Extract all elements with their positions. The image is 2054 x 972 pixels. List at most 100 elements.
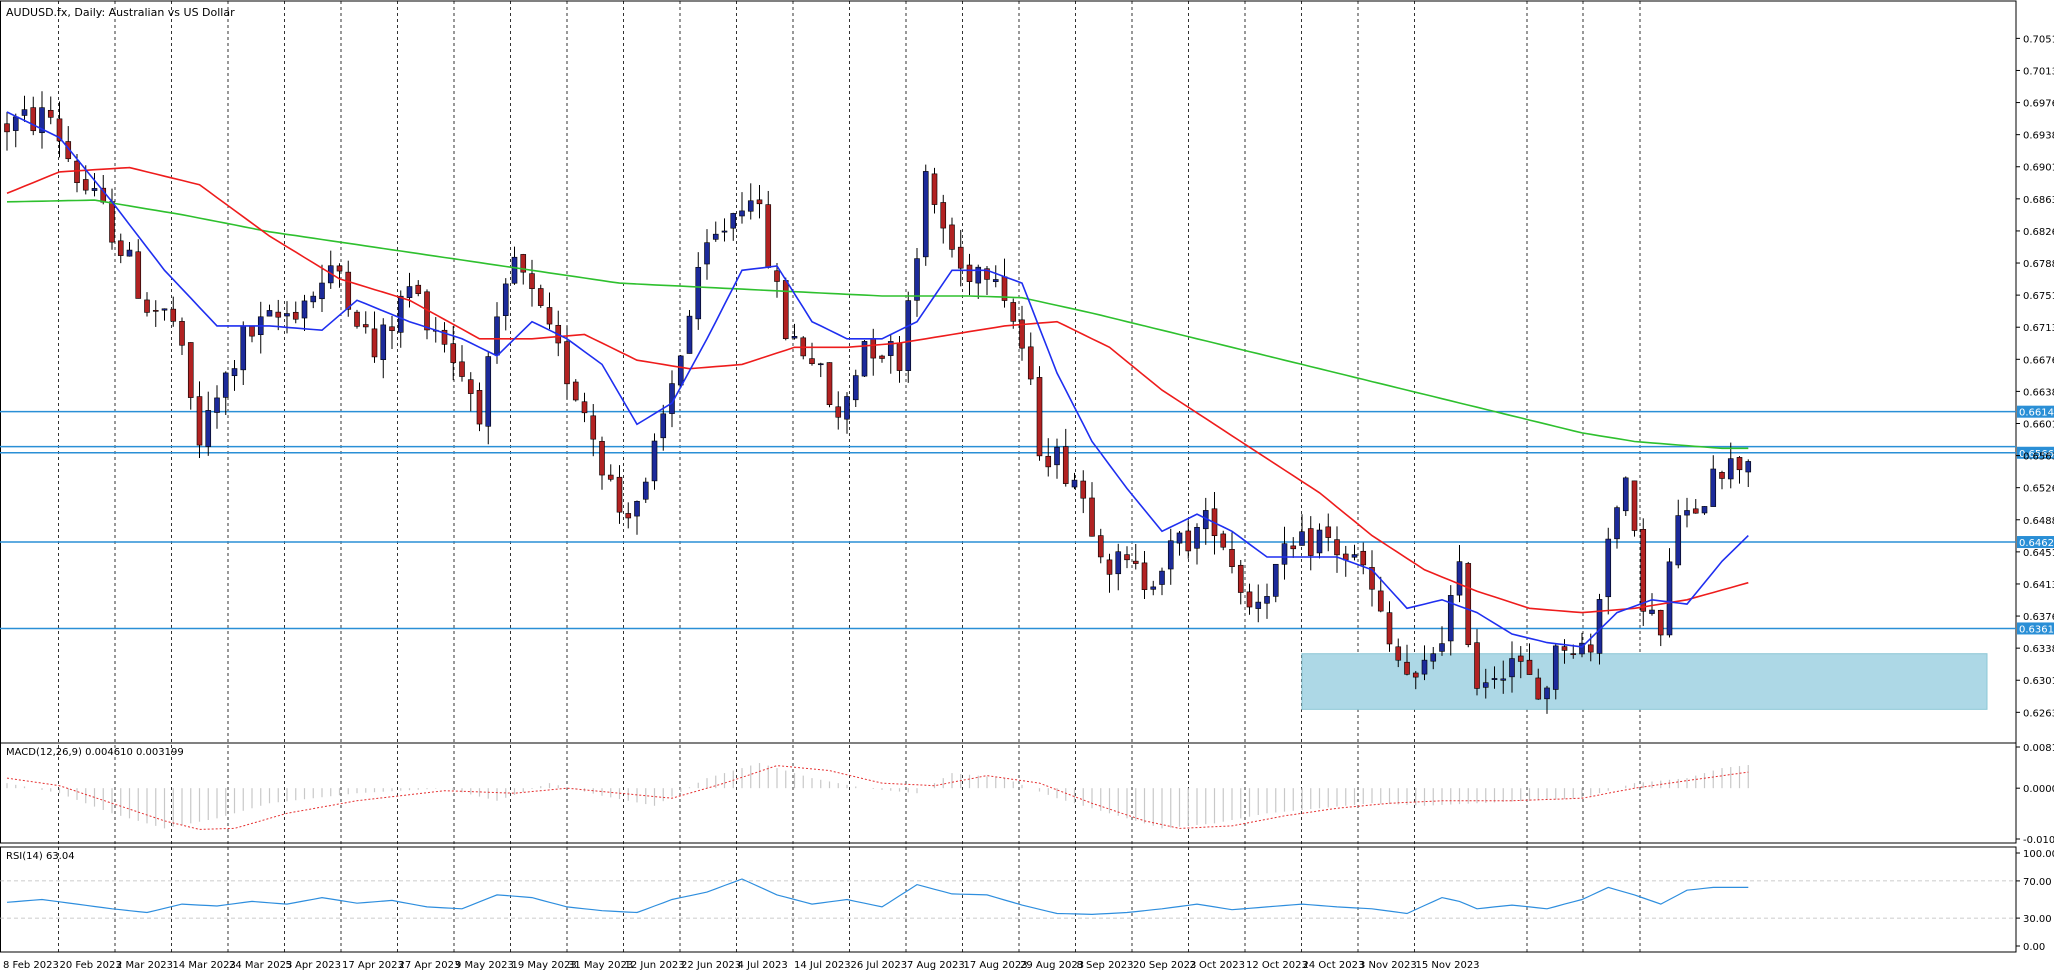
candle-body-bear — [1404, 661, 1410, 675]
price-tick-label: 0.66385 — [2023, 387, 2054, 398]
candle-body-bear — [581, 401, 588, 414]
candle-body-bear — [389, 326, 395, 331]
price-tick-label: 0.67135 — [2023, 323, 2054, 334]
candle-body-bull — [695, 266, 702, 320]
rsi-layer: 100.00 70.00 30.00 0.00 — [0, 849, 2054, 953]
candle-body-bull — [660, 413, 667, 439]
date-tick-label: 17 Aug 2023 — [964, 960, 1028, 971]
macd-pane-frame — [0, 742, 2017, 844]
price-tick-label: 0.66010 — [2023, 419, 2054, 430]
candle-body-bull — [1255, 601, 1262, 609]
candle-body-bull — [1622, 477, 1629, 512]
candle-body-bear — [362, 324, 369, 328]
level-price-label: 0.65668 — [2019, 449, 2054, 460]
candle-body-bear — [292, 311, 299, 320]
price-tick-label: 0.69385 — [2023, 131, 2054, 142]
candle-body-bull — [817, 363, 824, 366]
candle-body-bull — [861, 341, 868, 377]
candle-body-bear — [1386, 612, 1393, 645]
macd-tick-label: 0.000000 — [2023, 784, 2054, 795]
candle-body-bull — [1614, 507, 1620, 540]
candle-body-bull — [712, 233, 719, 240]
date-tick-label: 14 Jul 2023 — [794, 960, 851, 971]
sma-fast-line — [6, 111, 1749, 648]
price-tick-label: 0.68260 — [2023, 227, 2054, 238]
candle-body-bull — [485, 356, 492, 427]
price-tick-label: 0.65260 — [2023, 484, 2054, 495]
candle-body-bear — [1474, 642, 1480, 689]
candle-body-bull — [1351, 554, 1358, 558]
candle-body-bear — [1526, 659, 1533, 675]
candle-body-bear — [782, 280, 789, 340]
candle-body-bear — [765, 204, 772, 268]
chart-background-layer — [0, 0, 2017, 953]
candle-body-bull — [739, 210, 745, 217]
date-tick-label: 24 Mar 2023 — [229, 960, 292, 971]
candle-body-bear — [1220, 533, 1227, 548]
candle-body-bear — [47, 109, 54, 118]
candle-body-bear — [1517, 655, 1524, 662]
candle-body-bull — [1552, 645, 1559, 690]
candle-body-bear — [1535, 677, 1542, 700]
horizontal-levels-layer: 0.66148 0.65668 0.64625 0.63615 — [0, 405, 2054, 635]
candle-body-bull — [1194, 527, 1200, 549]
candle-body-bear — [1377, 590, 1384, 612]
candle-body-bear — [1561, 646, 1568, 651]
price-tick-label: 0.64135 — [2023, 580, 2054, 591]
candle-body-bull — [642, 481, 649, 500]
candle-body-bull — [1596, 599, 1603, 654]
candle-body-bear — [249, 326, 255, 337]
candle-body-bear — [529, 273, 535, 289]
date-tick-label: 31 May 2023 — [568, 960, 633, 971]
candle-body-bear — [1062, 446, 1069, 484]
candle-body-bear — [109, 201, 115, 243]
candle-body-bull — [205, 410, 212, 447]
candle-body-bear — [1010, 302, 1017, 322]
candle-body-bear — [187, 342, 194, 398]
candle-body-bear — [152, 310, 159, 312]
candle-body-bull — [214, 397, 220, 413]
candle-body-bull — [397, 295, 404, 333]
candle-body-bear — [546, 307, 553, 325]
candle-body-bull — [1421, 659, 1428, 675]
candle-body-bull — [319, 282, 325, 300]
candle-body-bull — [1666, 561, 1673, 636]
candle-body-bull — [922, 171, 929, 258]
candle-body-bull — [1447, 595, 1454, 642]
candle-body-bull — [1649, 609, 1655, 614]
candle-body-bull — [1316, 529, 1323, 554]
date-tick-label: 14 Mar 2023 — [173, 960, 236, 971]
candle-body-bear — [1124, 554, 1130, 561]
candle-body-bull — [126, 249, 133, 257]
price-tick-label: 0.64885 — [2023, 516, 2054, 527]
candle-body-bull — [1167, 540, 1174, 570]
date-tick-label: 7 Aug 2023 — [907, 960, 965, 971]
candle-body-bull — [91, 188, 98, 191]
price-tick-label: 0.66760 — [2023, 355, 2054, 366]
candle-body-bull — [1482, 682, 1489, 688]
candle-body-bear — [774, 270, 780, 282]
candle-body-bear — [336, 265, 343, 272]
candle-body-bear — [879, 355, 885, 359]
date-tick-label: 22 Jun 2023 — [681, 960, 741, 971]
candle-body-bear — [476, 390, 483, 425]
level-price-label: 0.66148 — [2019, 408, 2054, 419]
candle-body-bear — [441, 329, 448, 345]
candle-body-bear — [1570, 653, 1577, 655]
candle-body-bull — [704, 242, 710, 265]
candle-body-bull — [1150, 586, 1157, 590]
candle-body-bull — [161, 308, 168, 311]
candle-body-bear — [450, 343, 457, 363]
price-tick-label: 0.68635 — [2023, 195, 2054, 206]
candle-body-bear — [537, 288, 544, 306]
candle-body-bear — [1412, 672, 1419, 678]
price-tick-label: 0.65635 — [2023, 452, 2054, 463]
price-tick-label: 0.69010 — [2023, 163, 2054, 174]
candle-body-bear — [74, 160, 80, 184]
date-tick-label: 2 Mar 2023 — [116, 960, 173, 971]
candle-body-bull — [914, 258, 920, 301]
candle-body-bull — [12, 116, 19, 131]
candle-body-bull — [266, 310, 273, 317]
candle-body-bear — [1106, 559, 1113, 575]
candle-body-bear — [870, 338, 877, 359]
